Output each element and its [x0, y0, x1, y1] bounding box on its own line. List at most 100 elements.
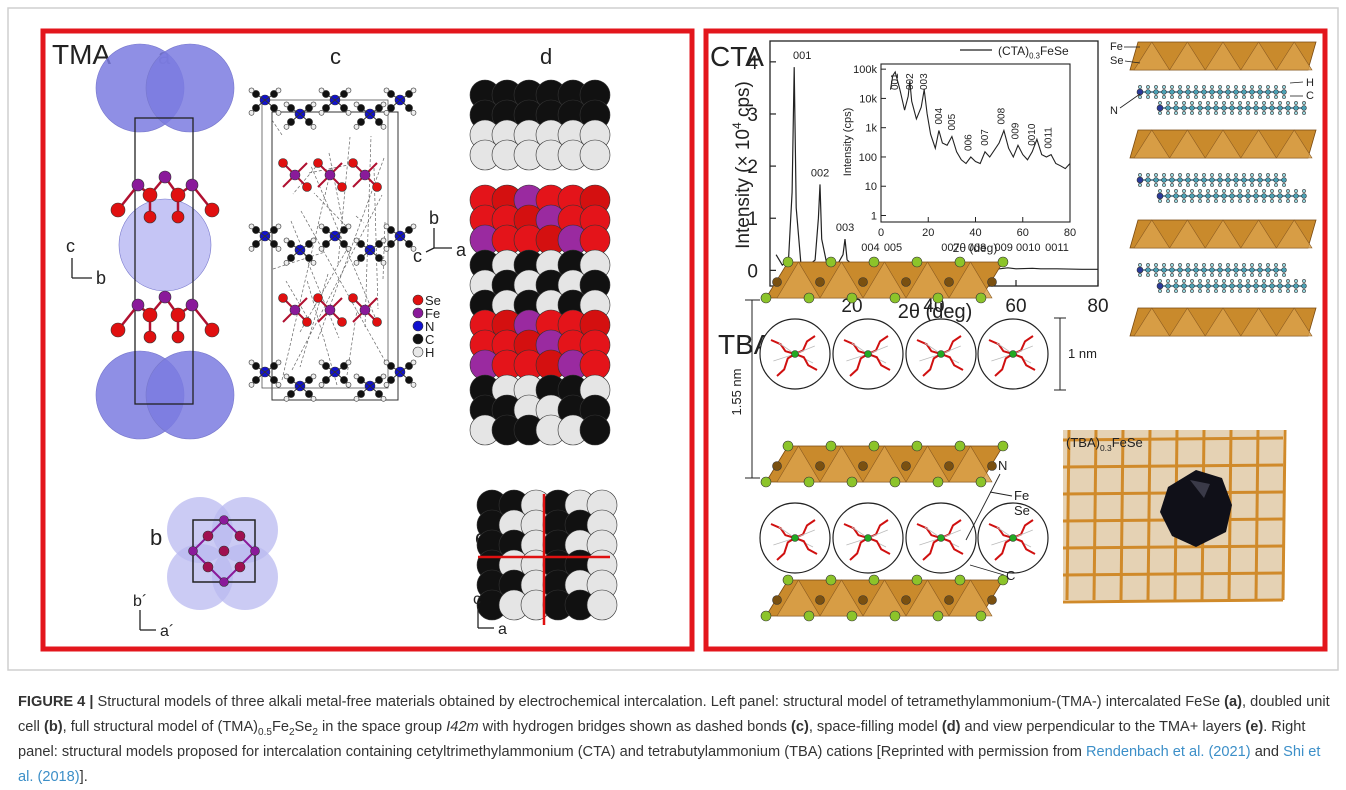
chain-atom	[1234, 95, 1237, 98]
chain-atom	[1178, 95, 1181, 98]
chain-atom	[1234, 273, 1237, 276]
chain-atom	[1238, 289, 1241, 292]
chain-atom	[1206, 101, 1209, 104]
atom	[284, 396, 289, 401]
atom	[270, 104, 277, 111]
chain-atom	[1234, 263, 1237, 266]
reference-link[interactable]: Rendenbach et al. (2021)	[1086, 744, 1251, 760]
chain-atom	[1262, 194, 1267, 199]
atom	[387, 376, 394, 383]
chain-atom	[1166, 279, 1169, 282]
atom	[276, 360, 281, 365]
atom	[360, 170, 370, 180]
atom	[375, 254, 382, 261]
line	[272, 120, 282, 135]
se-atom	[933, 293, 943, 303]
chain-atom	[1302, 194, 1307, 199]
atom	[411, 110, 416, 115]
chain-atom	[1294, 289, 1297, 292]
atom	[205, 323, 219, 337]
chain-atom	[1258, 273, 1261, 276]
axis-label: c	[473, 591, 481, 608]
atom	[346, 110, 351, 115]
atom	[305, 254, 312, 261]
chain-atom	[1154, 263, 1157, 266]
chain-atom	[1246, 199, 1249, 202]
chain-atom	[1242, 173, 1245, 176]
atom	[319, 382, 324, 387]
chain-atom	[1262, 101, 1265, 104]
chain-atom	[1158, 111, 1161, 114]
chain-atom	[1186, 263, 1189, 266]
se-atom	[890, 293, 900, 303]
fe-atom	[773, 596, 782, 605]
chain-atom	[1222, 279, 1225, 282]
inset-y-tick-label: 10	[865, 181, 877, 193]
chain-atom	[1238, 111, 1241, 114]
chain-atom	[1146, 178, 1151, 183]
chain-atom	[1222, 189, 1225, 192]
chain-atom	[1266, 183, 1269, 186]
inset-peak-label: 001	[890, 73, 901, 90]
chain-atom	[1246, 106, 1251, 111]
axis-label: b	[96, 268, 106, 288]
chain-atom	[1294, 199, 1297, 202]
chain-atom	[1166, 111, 1169, 114]
atom	[270, 240, 277, 247]
structure-label: N	[998, 458, 1007, 473]
chain-atom	[1218, 268, 1223, 273]
chain-atom	[1194, 85, 1197, 88]
chain-atom	[1194, 173, 1197, 176]
chain-atom	[1266, 273, 1269, 276]
chain-atom	[1250, 95, 1253, 98]
chain-atom	[1250, 90, 1255, 95]
chain-atom	[1230, 111, 1233, 114]
chain-atom	[1230, 279, 1233, 282]
chain-atom	[1138, 173, 1141, 176]
atom	[314, 294, 323, 303]
chain-atom	[1174, 101, 1177, 104]
se-atom	[912, 441, 922, 451]
fe-atom	[902, 596, 911, 605]
chain-atom	[1198, 199, 1201, 202]
chain-atom	[1266, 95, 1269, 98]
chain-atom	[1214, 189, 1217, 192]
line	[1063, 600, 1283, 602]
inset-x-tick-label: 60	[1017, 227, 1029, 239]
panel-label: d	[540, 44, 552, 69]
atom	[319, 246, 324, 251]
chain-atom	[1222, 289, 1225, 292]
atom	[311, 102, 316, 107]
atom	[305, 390, 312, 397]
atom	[144, 331, 156, 343]
chain-atom	[1230, 189, 1233, 192]
atom	[354, 374, 359, 379]
atom	[311, 260, 316, 265]
chain-atom	[1162, 268, 1167, 273]
atom	[305, 118, 312, 125]
chain-atom	[1146, 183, 1149, 186]
space-fill-atom	[587, 590, 617, 620]
chain-atom	[1186, 268, 1191, 273]
caption-text: ].	[80, 769, 88, 785]
chain-atom	[1294, 284, 1299, 289]
photo-label-sub: 0.3	[1100, 443, 1112, 453]
caption-italic: I42m	[446, 719, 478, 735]
chain-atom	[1258, 178, 1263, 183]
chain-atom	[1254, 111, 1257, 114]
chain-atom	[1218, 178, 1223, 183]
chain-atom	[1182, 199, 1185, 202]
fe-atom	[988, 462, 997, 471]
chain-atom	[1154, 90, 1159, 95]
chain-atom	[1194, 268, 1199, 273]
fe-atom	[859, 462, 868, 471]
chain-atom	[1206, 279, 1209, 282]
chain-atom	[1286, 279, 1289, 282]
chain-atom	[1178, 90, 1183, 95]
se-atom	[847, 293, 857, 303]
chain-atom	[1270, 194, 1275, 199]
chain-atom	[1278, 106, 1283, 111]
chain-atom	[1226, 85, 1229, 88]
caption-bold: (a)	[1224, 694, 1242, 710]
inset-peak-label: 002	[905, 73, 916, 90]
